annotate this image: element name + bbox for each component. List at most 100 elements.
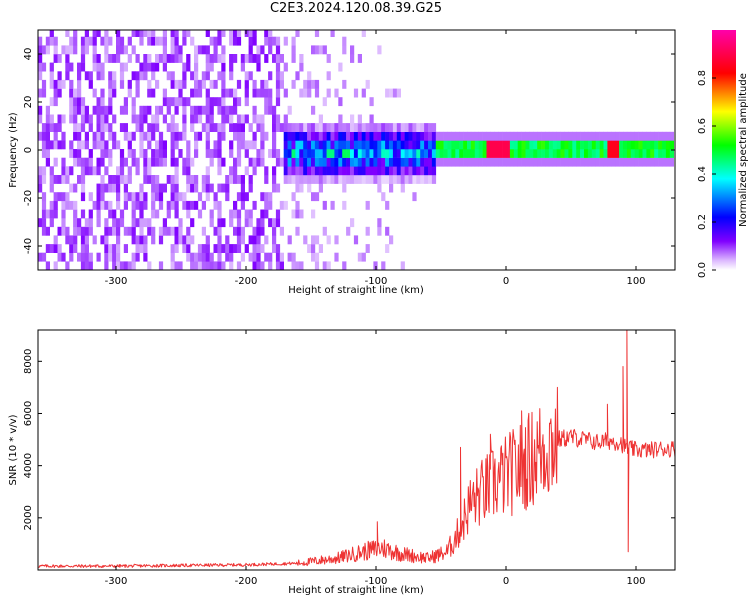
- heatmap-cell: [194, 45, 199, 55]
- heatmap-cell: [431, 140, 437, 150]
- heatmap-cell: [342, 175, 347, 184]
- heatmap-cell: [147, 218, 152, 228]
- heatmap-cell: [478, 149, 483, 158]
- heatmap-cell: [221, 30, 226, 37]
- heatmap-cell: [155, 36, 160, 46]
- heatmap-cell: [233, 200, 238, 210]
- heatmap-cell: [41, 149, 47, 158]
- heatmap-cell: [84, 244, 89, 253]
- heatmap-cell: [537, 131, 542, 141]
- heatmap-cell: [38, 54, 43, 63]
- heatmap-cell: [100, 62, 105, 72]
- heatmap-cell: [45, 209, 50, 219]
- heatmap-cell: [217, 244, 222, 253]
- heatmap-cell: [658, 140, 663, 150]
- heatmap-cell: [123, 200, 128, 210]
- heatmap-cell: [186, 252, 191, 262]
- heatmap-cell: [201, 244, 206, 253]
- heatmap-cell: [116, 226, 121, 236]
- heatmap-cell: [119, 123, 125, 132]
- heatmap-cell: [205, 252, 210, 262]
- heatmap-cell: [217, 261, 222, 270]
- heatmap-cell: [435, 131, 440, 141]
- heatmap-cell: [365, 123, 370, 132]
- heatmap-cell: [439, 131, 444, 141]
- heatmap-cell: [350, 149, 355, 158]
- heatmap-cell: [213, 261, 218, 270]
- heatmap-cell: [65, 54, 70, 63]
- heatmap-cell: [541, 149, 546, 158]
- heatmap-cell: [135, 252, 140, 262]
- heatmap-cell: [186, 175, 191, 184]
- heatmap-cell: [451, 131, 456, 141]
- heatmap-cell: [330, 140, 335, 150]
- heatmap-cell: [264, 235, 269, 245]
- heatmap-cell: [127, 54, 132, 63]
- heatmap-cell: [236, 97, 242, 107]
- heatmap-cell: [420, 140, 425, 150]
- heatmap-cell: [385, 140, 390, 150]
- heatmap-cell: [326, 88, 331, 98]
- heatmap-cell: [299, 131, 304, 141]
- heatmap-cell: [100, 105, 105, 115]
- heatmap-cell: [38, 71, 43, 81]
- heatmap-cell: [80, 244, 86, 253]
- heatmap-cell: [400, 131, 405, 141]
- heatmap-cell: [57, 114, 62, 124]
- heatmap-cell: [92, 131, 97, 141]
- heatmap-cell: [264, 97, 269, 107]
- heatmap-cell: [182, 157, 187, 167]
- heatmap-cell: [240, 140, 245, 150]
- heatmap-cell: [299, 175, 304, 184]
- heatmap-cell: [49, 244, 54, 253]
- heatmap-cell: [623, 157, 628, 167]
- heatmap-cell: [77, 97, 82, 107]
- heatmap-cell: [108, 183, 113, 193]
- heatmap-cell: [182, 71, 187, 81]
- heatmap-cell: [545, 131, 550, 141]
- heatmap-cell: [182, 131, 187, 141]
- heatmap-cell: [139, 140, 144, 150]
- heatmap-cell: [291, 123, 296, 132]
- heatmap-cell: [248, 36, 253, 46]
- heatmap-cell: [225, 183, 230, 193]
- heatmap-cell: [463, 157, 468, 167]
- heatmap-cell: [69, 140, 74, 150]
- heatmap-cell: [638, 131, 643, 141]
- heatmap-cell: [170, 45, 175, 55]
- heatmap-cell: [77, 175, 82, 184]
- heatmap-cell: [630, 149, 635, 158]
- heatmap-cell: [642, 157, 647, 167]
- heatmap-cell: [654, 131, 659, 141]
- heatmap-cell: [322, 200, 327, 210]
- heatmap-cell: [84, 252, 89, 262]
- heatmap-cell: [53, 261, 58, 270]
- heatmap-cell: [139, 105, 144, 115]
- heatmap-cell: [268, 252, 273, 262]
- heatmap-cell: [459, 131, 464, 141]
- heatmap-cell: [424, 157, 429, 167]
- heatmap-cell: [275, 218, 281, 228]
- heatmap-cell: [197, 261, 203, 270]
- heatmap-cell: [170, 252, 175, 262]
- heatmap-cell: [392, 157, 398, 167]
- heatmap-cell: [607, 157, 612, 167]
- heatmap-cell: [389, 166, 394, 176]
- heatmap-cell: [260, 192, 265, 202]
- heatmap-cell: [61, 131, 66, 141]
- heatmap-cell: [389, 183, 394, 193]
- heatmap-cell: [155, 157, 160, 167]
- heatmap-cell: [408, 131, 413, 141]
- heatmap-cell: [662, 149, 667, 158]
- heatmap-cell: [236, 235, 242, 245]
- heatmap-cell: [303, 88, 308, 98]
- heatmap-cell: [96, 140, 101, 150]
- heatmap-cell: [385, 175, 390, 184]
- heatmap-cell: [155, 79, 160, 89]
- heatmap-cell: [80, 114, 86, 124]
- colorbar-tick-label: 0.6: [697, 118, 708, 134]
- heatmap-cell: [201, 261, 206, 270]
- heatmap-cell: [45, 105, 50, 115]
- heatmap-cell: [560, 131, 565, 141]
- heatmap-cell: [252, 88, 257, 98]
